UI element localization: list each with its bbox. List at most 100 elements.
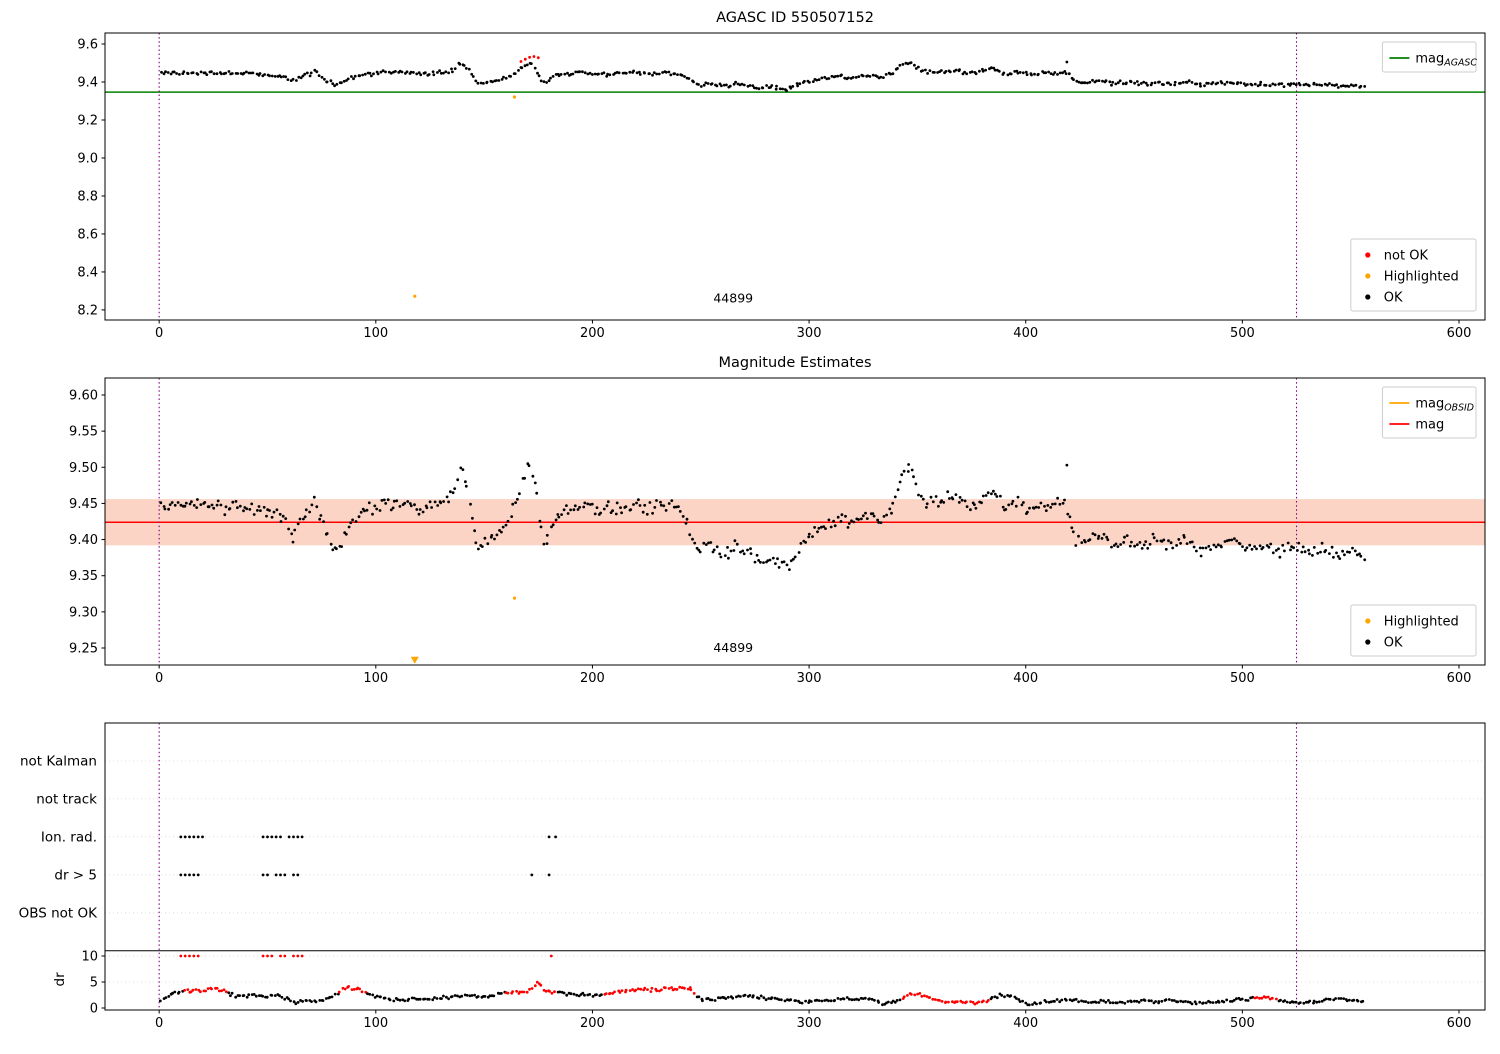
circle-mark [184, 501, 188, 505]
circle-mark [303, 72, 307, 76]
circle-mark [912, 475, 915, 479]
circle-mark [559, 73, 563, 76]
highlighted-points [413, 95, 517, 298]
circle-mark [365, 508, 369, 512]
circle-mark [431, 998, 435, 1002]
circle-mark [415, 508, 419, 511]
circle-mark [876, 518, 879, 522]
circle-mark [1053, 502, 1057, 506]
circle-mark [450, 67, 453, 71]
circle-mark [347, 985, 350, 988]
circle-mark [624, 71, 628, 75]
circle-mark [347, 525, 351, 529]
circle-mark [641, 510, 645, 514]
row-label: not track [36, 791, 97, 807]
circle-mark [1204, 546, 1208, 550]
circle-mark [268, 509, 271, 512]
circle-mark [986, 491, 990, 495]
circle-mark [1239, 81, 1243, 85]
circle-mark [456, 478, 460, 482]
circle-mark [632, 69, 635, 73]
circle-mark [1271, 551, 1275, 555]
circle-mark [840, 513, 844, 517]
circle-mark [1064, 998, 1068, 1002]
circle-mark [1068, 515, 1072, 519]
x-tick-label: 400 [1013, 1016, 1038, 1031]
circle-mark [978, 69, 981, 73]
circle-mark [766, 559, 770, 562]
circle-mark [591, 995, 595, 998]
circle-mark [1060, 998, 1064, 1002]
axes-frame [104, 722, 1486, 1011]
x-tick-label: 100 [363, 326, 388, 341]
circle-mark [1133, 544, 1136, 548]
circle-mark [710, 998, 714, 1002]
circle-mark [864, 511, 867, 515]
circle-mark [1203, 84, 1206, 88]
y-tick-label: 9.40 [69, 533, 98, 548]
circle-mark [725, 83, 728, 87]
circle-mark [528, 987, 531, 991]
circle-mark [370, 74, 373, 78]
circle-mark [1118, 79, 1122, 83]
circle-mark [1317, 1000, 1321, 1004]
circle-mark [901, 63, 905, 66]
circle-mark [782, 560, 786, 564]
circle-mark [491, 80, 494, 84]
circle-mark [389, 508, 393, 512]
circle-mark [661, 71, 664, 74]
circle-mark [360, 990, 364, 994]
circle-mark [1182, 535, 1186, 539]
circle-mark [1281, 543, 1285, 547]
circle-mark [1250, 83, 1254, 87]
circle-mark [188, 954, 191, 958]
legend: Highlighted OK [1350, 604, 1477, 657]
circle-mark [1179, 999, 1183, 1003]
circle-mark [439, 501, 443, 505]
circle-mark [335, 82, 339, 86]
circle-mark [722, 83, 726, 87]
circle-mark [904, 61, 908, 65]
circle-mark [1356, 999, 1360, 1003]
circle-mark [1232, 998, 1236, 1002]
circle-mark [789, 86, 793, 90]
circle-mark [791, 85, 795, 88]
circle-mark [974, 506, 978, 510]
circle-mark [860, 517, 863, 521]
circle-mark [205, 73, 209, 76]
circle-mark [1186, 1000, 1190, 1004]
circle-mark [643, 71, 646, 75]
circle-mark [1067, 72, 1071, 76]
circle-mark [352, 988, 356, 991]
circle-mark [188, 502, 192, 506]
circle-mark [845, 996, 849, 999]
circle-mark [542, 542, 546, 546]
circle-mark [914, 67, 918, 70]
circle-mark [728, 84, 732, 88]
circle-mark [1139, 82, 1143, 85]
circle-mark [764, 998, 768, 1002]
circle-mark [560, 513, 563, 516]
circle-mark [1051, 502, 1054, 506]
circle-mark [409, 70, 413, 74]
circle-mark [847, 997, 851, 1001]
circle-mark [635, 71, 639, 75]
circle-mark [1058, 1000, 1062, 1004]
circle-mark [201, 835, 204, 839]
circle-mark [215, 503, 219, 507]
circle-mark [558, 990, 562, 994]
circle-mark [900, 473, 904, 477]
circle-mark [1147, 999, 1151, 1003]
circle-mark [1116, 545, 1120, 548]
circle-mark [1348, 998, 1351, 1002]
circle-mark [361, 73, 364, 77]
circle-mark [815, 78, 819, 82]
circle-mark [1061, 71, 1064, 75]
circle-mark [638, 504, 642, 507]
circle-mark [706, 82, 710, 85]
circle-mark [1330, 545, 1334, 549]
circle-mark [183, 873, 187, 877]
circle-mark [632, 503, 635, 506]
circle-mark [638, 70, 641, 74]
circle-mark [1128, 544, 1132, 548]
